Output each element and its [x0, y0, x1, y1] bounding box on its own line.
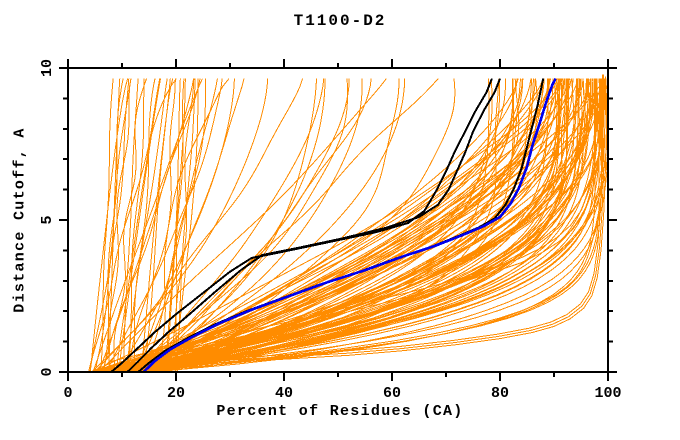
model-curve: [136, 78, 604, 372]
model-curve: [98, 78, 387, 372]
model-curve: [89, 78, 129, 372]
model-curve: [138, 78, 550, 372]
model-curve: [100, 78, 569, 372]
model-black-1: [110, 78, 493, 372]
model-curve: [133, 78, 156, 372]
low-tail-3: [118, 74, 605, 365]
model-curve: [140, 78, 589, 372]
model-curve: [131, 78, 575, 372]
y-tick-label: 10: [39, 59, 56, 77]
model-curve: [116, 78, 568, 372]
model-curve: [107, 78, 132, 372]
x-axis-label: Percent of Residues (CA): [216, 403, 464, 420]
model-curve: [155, 78, 580, 372]
model-curve: [135, 78, 350, 372]
model-curve: [140, 78, 174, 372]
model-curve: [170, 78, 185, 372]
model-curve: [155, 78, 501, 372]
model-curve: [144, 78, 317, 372]
model-curve: [95, 78, 585, 372]
model-curve: [150, 78, 521, 372]
model-curve: [119, 78, 597, 372]
x-tick-label: 40: [275, 385, 293, 402]
model-curve: [144, 78, 597, 372]
model-curve: [154, 78, 608, 372]
model-curve: [164, 78, 186, 372]
x-tick-label: 100: [594, 385, 621, 402]
model-curve: [98, 78, 565, 372]
model-curve: [112, 78, 563, 372]
model-curves: [88, 74, 608, 372]
low-tail-1: [121, 78, 608, 369]
model-curve: [100, 78, 114, 372]
model-curve: [136, 78, 245, 372]
low-pair-2: [108, 74, 604, 363]
model-curve: [93, 78, 591, 372]
model-curve: [143, 78, 171, 372]
x-tick-label: 60: [383, 385, 401, 402]
model-curve: [126, 78, 168, 372]
y-tick-label: 5: [39, 215, 56, 224]
model-curve: [152, 78, 326, 372]
model-curve: [113, 78, 147, 372]
model-black-2: [126, 78, 501, 372]
model-curve: [107, 78, 552, 372]
x-tick-label: 0: [63, 385, 72, 402]
y-tick-label: 0: [39, 367, 56, 376]
y-axis-label: Distance Cutoff, A: [11, 127, 29, 313]
model-curve: [145, 78, 519, 372]
model-curve: [91, 78, 269, 372]
model-curve: [136, 78, 218, 372]
model-curve: [132, 78, 363, 372]
model-blue: [142, 77, 557, 372]
model-curve: [94, 78, 130, 372]
model-curve: [143, 78, 207, 372]
tick-labels: 0 20 40 60 80 100 0 5 10: [39, 59, 622, 402]
model-curve: [88, 78, 177, 372]
model-curve: [112, 78, 582, 372]
model-curve: [96, 78, 572, 372]
model-curve: [140, 78, 400, 372]
model-curve: [134, 78, 406, 372]
model-curve: [115, 78, 603, 372]
model-curve: [175, 78, 195, 372]
model-curve: [91, 78, 594, 372]
model-curve: [92, 78, 203, 372]
low-tail-2: [120, 76, 606, 367]
model-curve: [124, 78, 349, 372]
x-tick-label: 80: [491, 385, 509, 402]
model-curve: [100, 78, 514, 372]
chart-title: T1100-D2: [293, 12, 387, 30]
model-curve: [101, 78, 201, 372]
axes-frame: [59, 59, 617, 381]
model-curve: [137, 78, 570, 372]
model-curve: [118, 78, 514, 372]
low-pair-1: [111, 78, 606, 367]
x-tick-label: 20: [167, 385, 185, 402]
model-curve: [147, 78, 490, 372]
model-curve: [115, 78, 161, 372]
